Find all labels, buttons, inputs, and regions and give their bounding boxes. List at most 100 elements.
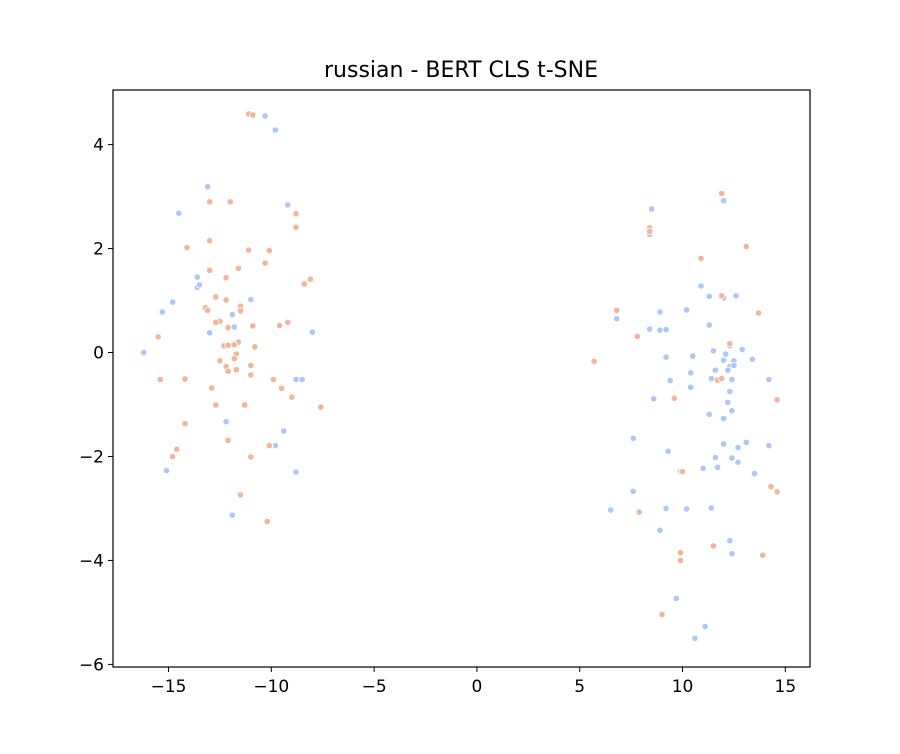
x-tick-label: −15 [151, 677, 187, 697]
data-point [629, 434, 637, 442]
data-point [204, 306, 212, 314]
data-point [306, 275, 314, 283]
data-point [613, 306, 621, 314]
data-point [271, 441, 279, 450]
data-point [249, 111, 257, 119]
data-point [705, 292, 713, 300]
data-point [212, 318, 220, 326]
data-point [251, 343, 259, 351]
data-point [222, 417, 230, 426]
data-point [701, 622, 709, 631]
data-point [664, 447, 672, 455]
data-point [754, 309, 763, 317]
data-point [691, 634, 699, 643]
data-point [711, 366, 720, 374]
data-point [724, 366, 732, 374]
data-point [650, 395, 658, 403]
data-point [206, 266, 214, 274]
data-point [181, 420, 189, 428]
data-point [261, 259, 269, 267]
data-point [236, 307, 245, 315]
data-point [656, 308, 664, 316]
data-point [709, 542, 718, 550]
data-point [717, 374, 726, 383]
data-point [195, 281, 203, 289]
data-point [742, 438, 750, 446]
data-point [726, 340, 734, 348]
data-point [284, 318, 292, 326]
data-point [730, 361, 738, 370]
data-point [682, 306, 691, 314]
data-point [162, 466, 171, 475]
data-point [206, 237, 214, 245]
data-point [230, 323, 238, 331]
data-point [765, 441, 773, 450]
data-point [734, 458, 742, 466]
data-point [645, 325, 654, 333]
data-point [263, 517, 271, 526]
data-point [689, 352, 697, 360]
data-point [633, 332, 641, 340]
data-point [722, 350, 730, 358]
data-point [773, 488, 781, 496]
data-point [292, 223, 300, 231]
data-point [719, 414, 728, 423]
data-point [687, 369, 695, 377]
data-point [173, 445, 181, 453]
data-point [658, 610, 666, 619]
data-point [606, 506, 615, 514]
data-point [247, 371, 255, 379]
data-point [767, 482, 775, 491]
data-points [140, 110, 781, 643]
data-point [224, 367, 232, 375]
data-point [265, 441, 273, 450]
data-point [206, 198, 214, 206]
data-point [613, 315, 621, 323]
data-point [156, 375, 164, 384]
data-point [717, 189, 726, 197]
data-point [275, 321, 284, 330]
data-point [216, 357, 224, 365]
data-point [249, 322, 257, 330]
data-point [265, 247, 273, 255]
data-point [645, 227, 654, 235]
x-tick-label: 15 [775, 677, 797, 697]
data-point [226, 198, 234, 206]
data-point [154, 333, 162, 341]
data-point [724, 398, 732, 406]
data-point [666, 376, 674, 385]
data-point [728, 550, 736, 558]
data-point [773, 396, 781, 404]
data-point [678, 467, 687, 476]
data-point [697, 282, 705, 290]
data-point [687, 383, 695, 391]
y-tick-label: −6 [79, 655, 104, 675]
y-tick-label: −4 [79, 551, 104, 571]
data-point [298, 375, 306, 384]
data-point [656, 326, 664, 334]
data-point [759, 551, 767, 559]
data-point [662, 504, 670, 513]
data-point [317, 403, 325, 411]
x-tick-label: 10 [672, 677, 694, 697]
data-point [284, 201, 292, 209]
x-tick-label: 5 [574, 677, 585, 697]
data-point [662, 325, 670, 334]
data-point [738, 345, 746, 353]
data-point [292, 210, 300, 218]
data-point [713, 463, 722, 471]
data-point [676, 548, 685, 557]
data-point [228, 511, 236, 519]
data-point [719, 440, 728, 448]
data-point [728, 375, 736, 384]
data-point [175, 209, 183, 217]
data-point [208, 384, 216, 392]
data-point [247, 295, 255, 304]
data-point [232, 366, 240, 374]
data-point [234, 264, 242, 272]
data-point [140, 348, 148, 357]
data-point [682, 505, 691, 513]
data-point [734, 443, 742, 452]
data-point [748, 355, 757, 363]
data-point [726, 387, 734, 396]
